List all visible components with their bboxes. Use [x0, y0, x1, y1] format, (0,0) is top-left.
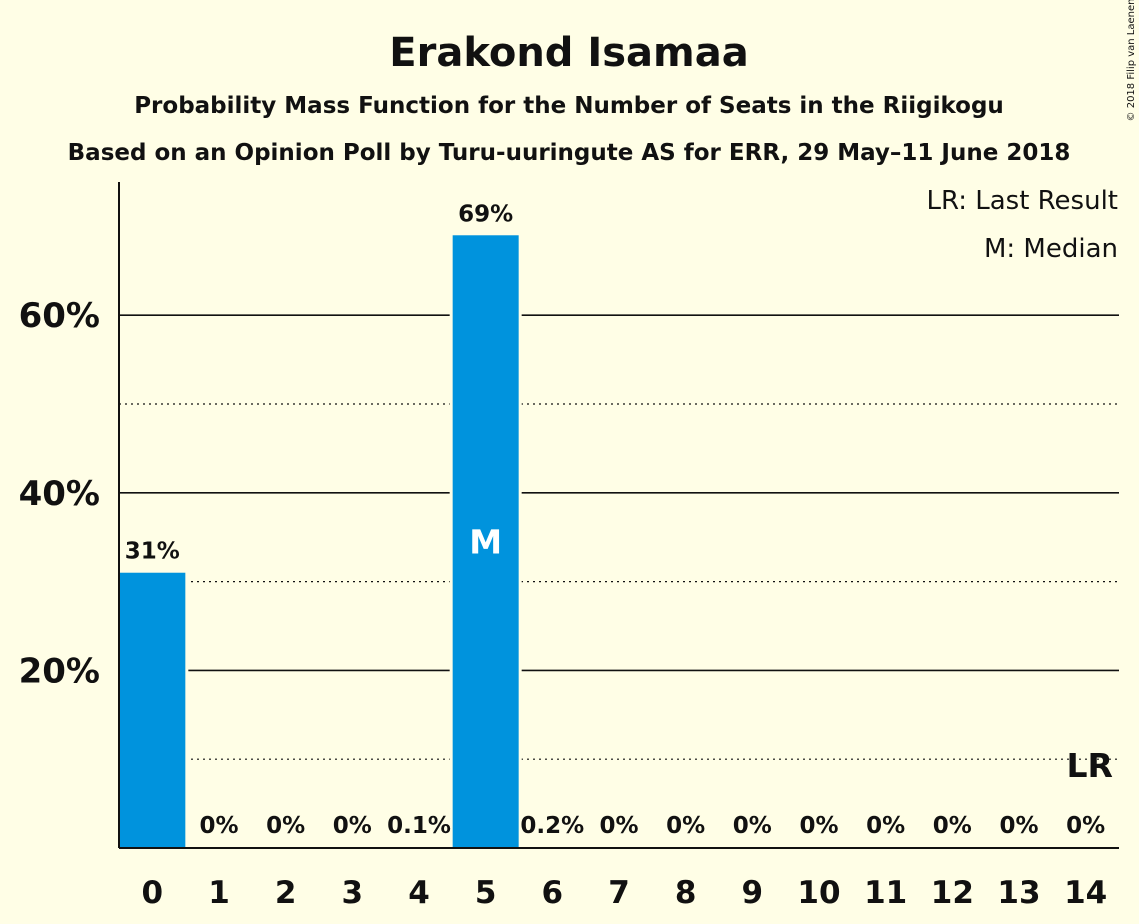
value-label-3: 0%	[333, 813, 372, 839]
chart-title: Erakond Isamaa	[389, 30, 748, 76]
bar-5	[452, 235, 519, 848]
value-label-2: 0%	[266, 813, 305, 839]
y-tick-label-20: 20%	[19, 651, 100, 691]
copyright-notice: © 2018 Filip van Laenen	[1126, 0, 1137, 121]
legend-last-result: LR: Last Result	[926, 186, 1118, 216]
bar-0	[119, 572, 186, 848]
x-tick-label-12: 12	[931, 875, 974, 911]
chart-subtitle: Probability Mass Function for the Number…	[134, 93, 1004, 119]
median-marker: M	[469, 523, 502, 562]
y-tick-labels: 20% 40% 60%	[19, 296, 100, 691]
value-label-5: 69%	[458, 201, 513, 227]
x-tick-label-11: 11	[864, 875, 907, 911]
x-tick-label-13: 13	[997, 875, 1040, 911]
x-tick-label-5: 5	[475, 875, 497, 911]
chart-subtitle-poll: Based on an Opinion Poll by Turu-uuringu…	[68, 140, 1071, 166]
value-label-9: 0%	[733, 813, 772, 839]
y-tick-label-40: 40%	[19, 474, 100, 514]
x-tick-label-0: 0	[142, 875, 164, 911]
bars	[116, 232, 522, 848]
value-label-12: 0%	[933, 813, 972, 839]
x-tick-label-8: 8	[675, 875, 697, 911]
value-labels: 31% 0% 0% 0% 0.1% 69% 0.2% 0% 0% 0% 0% 0% 0% 0% 0% M LR	[125, 201, 1113, 839]
x-tick-label-7: 7	[608, 875, 630, 911]
value-label-10: 0%	[799, 813, 838, 839]
x-tick-label-3: 3	[342, 875, 364, 911]
value-label-0: 31%	[125, 539, 180, 565]
x-tick-label-6: 6	[542, 875, 564, 911]
value-label-6: 0.2%	[520, 813, 584, 839]
value-label-7: 0%	[599, 813, 638, 839]
x-tick-label-10: 10	[797, 875, 840, 911]
value-label-8: 0%	[666, 813, 705, 839]
y-tick-label-60: 60%	[19, 296, 100, 336]
x-tick-labels: 0 1 2 3 4 5 6 7 8 9 10 11 12 13 14	[142, 875, 1108, 911]
gridlines	[119, 314, 1119, 760]
value-label-11: 0%	[866, 813, 905, 839]
legend-median: M: Median	[984, 234, 1118, 264]
x-tick-label-9: 9	[742, 875, 764, 911]
value-label-13: 0%	[999, 813, 1038, 839]
x-tick-label-14: 14	[1064, 875, 1107, 911]
value-label-1: 0%	[199, 813, 238, 839]
x-tick-label-1: 1	[208, 875, 230, 911]
last-result-marker: LR	[1066, 746, 1112, 785]
value-label-14: 0%	[1066, 813, 1105, 839]
x-tick-label-4: 4	[408, 875, 430, 911]
value-label-4: 0.1%	[387, 813, 451, 839]
x-tick-label-2: 2	[275, 875, 297, 911]
